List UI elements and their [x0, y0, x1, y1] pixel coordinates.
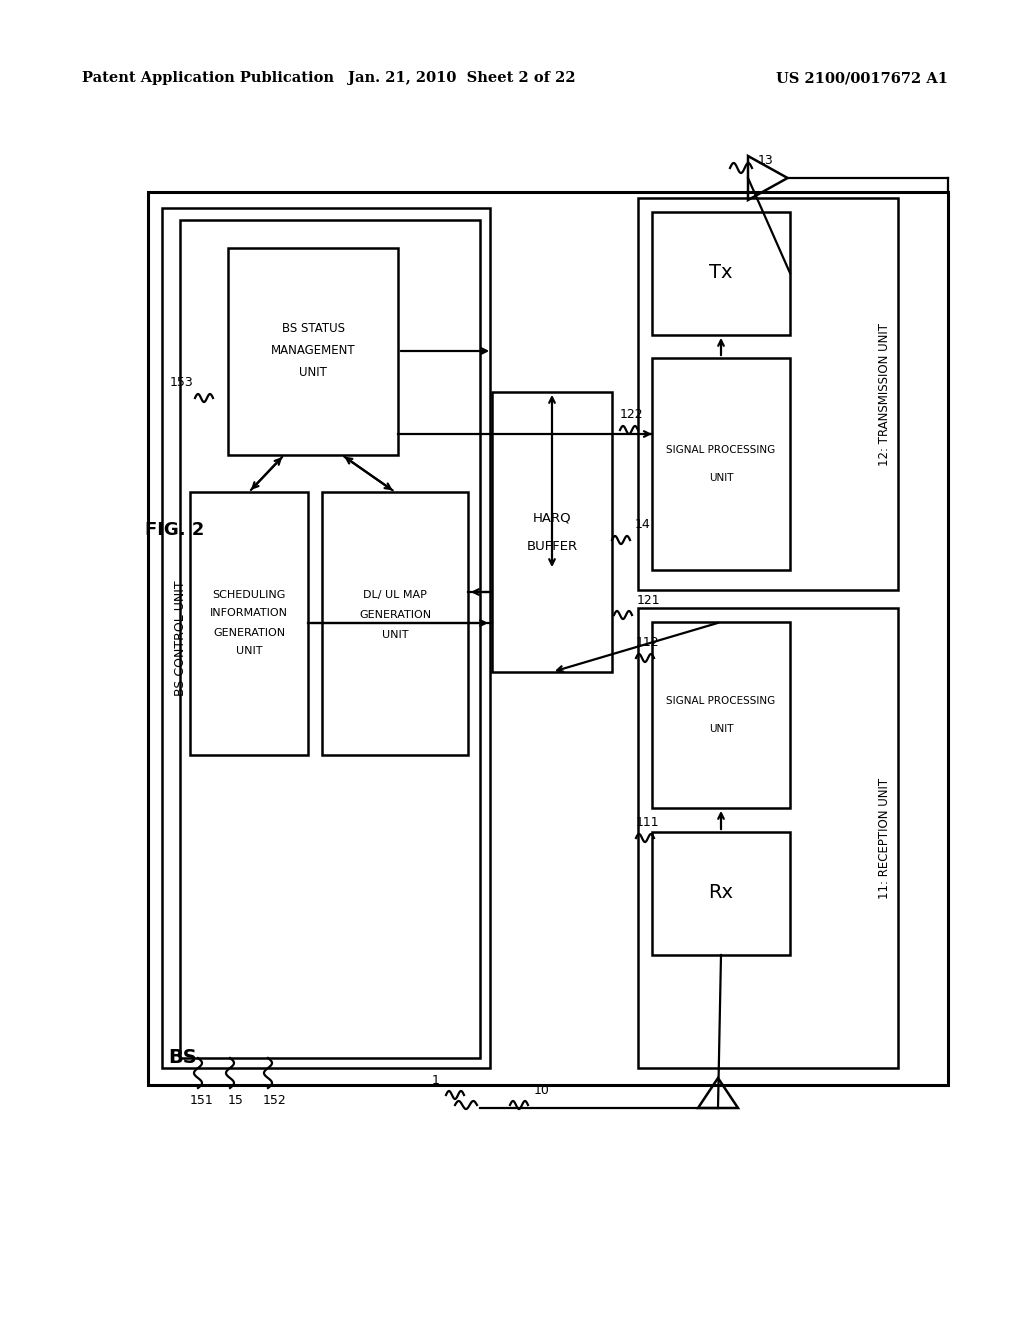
Text: GENERATION: GENERATION	[359, 610, 431, 620]
Text: INFORMATION: INFORMATION	[210, 609, 288, 618]
Bar	[162, 209, 490, 1068]
Text: 12: TRANSMISSION UNIT: 12: TRANSMISSION UNIT	[878, 322, 891, 466]
Text: Jan. 21, 2010  Sheet 2 of 22: Jan. 21, 2010 Sheet 2 of 22	[348, 71, 575, 84]
Bar	[228, 248, 398, 455]
Bar	[180, 220, 480, 1059]
Text: BS: BS	[168, 1048, 197, 1067]
Text: 111: 111	[636, 817, 659, 829]
Text: SIGNAL PROCESSING: SIGNAL PROCESSING	[667, 696, 775, 706]
Text: UNIT: UNIT	[709, 473, 733, 483]
Text: 10: 10	[534, 1084, 550, 1097]
Text: FIG. 2: FIG. 2	[145, 521, 205, 539]
Text: Rx: Rx	[709, 883, 733, 903]
Text: Tx: Tx	[710, 264, 733, 282]
Text: GENERATION: GENERATION	[213, 628, 285, 638]
Text: SIGNAL PROCESSING: SIGNAL PROCESSING	[667, 445, 775, 455]
Text: Patent Application Publication: Patent Application Publication	[82, 71, 334, 84]
Text: HARQ: HARQ	[532, 511, 571, 524]
Text: 11: RECEPTION UNIT: 11: RECEPTION UNIT	[878, 777, 891, 899]
Bar	[652, 832, 790, 954]
Text: 13: 13	[758, 153, 774, 166]
Text: UNIT: UNIT	[236, 645, 262, 656]
Bar	[638, 609, 898, 1068]
Text: 1: 1	[432, 1073, 440, 1086]
Text: 15: 15	[228, 1093, 244, 1106]
Text: BS STATUS: BS STATUS	[282, 322, 344, 335]
Text: 152: 152	[263, 1093, 287, 1106]
Text: 151: 151	[190, 1093, 214, 1106]
Text: 121: 121	[637, 594, 660, 606]
Text: UNIT: UNIT	[709, 723, 733, 734]
Bar	[190, 492, 308, 755]
Bar	[638, 198, 898, 590]
Text: 153: 153	[169, 376, 193, 389]
Bar	[652, 213, 790, 335]
Text: 122: 122	[620, 408, 644, 421]
Text: BS CONTROL UNIT: BS CONTROL UNIT	[173, 581, 186, 696]
Bar	[652, 358, 790, 570]
Bar	[492, 392, 612, 672]
Bar	[652, 622, 790, 808]
Text: BUFFER: BUFFER	[526, 540, 578, 553]
Text: UNIT: UNIT	[382, 630, 409, 640]
Text: UNIT: UNIT	[299, 367, 327, 380]
Text: US 2100/0017672 A1: US 2100/0017672 A1	[776, 71, 948, 84]
Text: SCHEDULING: SCHEDULING	[212, 590, 286, 601]
Text: 14: 14	[635, 519, 650, 532]
Text: MANAGEMENT: MANAGEMENT	[270, 345, 355, 358]
Bar	[322, 492, 468, 755]
Bar	[148, 191, 948, 1085]
Text: DL/ UL MAP: DL/ UL MAP	[364, 590, 427, 601]
Text: 112: 112	[636, 636, 659, 649]
